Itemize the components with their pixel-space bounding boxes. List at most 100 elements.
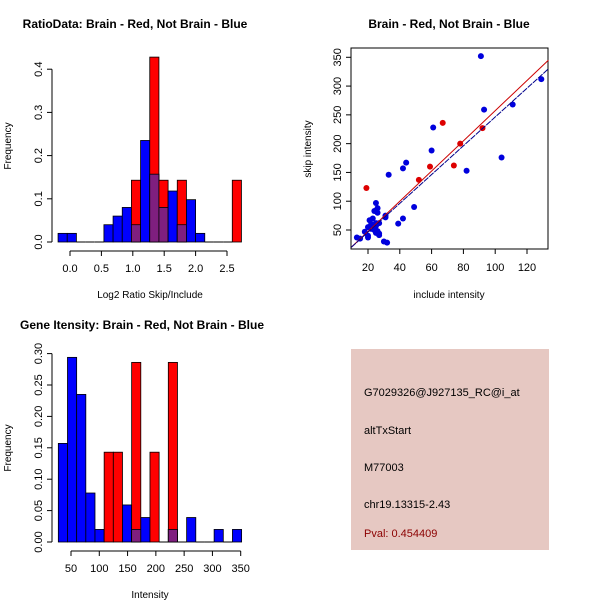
ratio-hist-x-tick-label: 2.0 <box>188 263 203 275</box>
ratio-hist-bar-blue <box>66 232 77 243</box>
scatter-point-blue <box>385 171 392 178</box>
intensity-hist-y-tick-label: 0.20 <box>33 406 45 427</box>
scatter-point-blue <box>395 220 402 227</box>
ratio-hist-bar-red <box>231 179 242 243</box>
ratio-hist-y-tick-label: 0.3 <box>33 105 45 120</box>
scatter-point-red <box>363 184 370 191</box>
ratio-hist-bar-blue <box>103 224 114 243</box>
intensity-hist-bar-blue <box>140 517 151 543</box>
info-pval: Pval: 0.454409 <box>364 528 437 540</box>
scatter-x-tick-label: 40 <box>394 262 406 274</box>
ratio-hist-x-tick-label: 2.5 <box>219 263 234 275</box>
intensity-hist-ylabel: Frequency <box>3 424 14 471</box>
intensity-hist-bar-overlap <box>131 529 142 543</box>
intensity-hist-x-tick-label: 300 <box>203 563 221 575</box>
intensity-hist-bar-blue <box>213 529 224 543</box>
ratio-hist-bar-overlap <box>176 224 187 243</box>
scatter-point-blue <box>372 199 379 206</box>
ratio-hist-bar-blue <box>112 215 123 243</box>
info-accession: M77003 <box>364 462 404 474</box>
intensity-hist-y-tick-label: 0.00 <box>33 531 45 552</box>
info-location: chr19.13315-2.43 <box>364 499 450 511</box>
info-event: altTxStart <box>364 425 411 437</box>
intensity-hist-y-tick-label: 0.15 <box>33 437 45 458</box>
scatter-point-blue <box>399 165 406 172</box>
intensity-hist-x-tick-label: 100 <box>90 563 108 575</box>
intensity-histogram: 0.00 0.05 0.10 0.15 0.20 0.25 0.30 50 100 150 200 2… <box>33 343 250 575</box>
ratio-hist-x-tick-label: 1.5 <box>157 263 172 275</box>
ratio-hist-y-tick-label: 0.0 <box>33 234 45 249</box>
intensity-hist-bar-red <box>112 451 123 543</box>
intensity-hist-x-tick-label: 250 <box>175 563 193 575</box>
scatter-plot: 20 40 60 80 100 120 50 100 150 200 250 300 350 <box>332 47 549 274</box>
intensity-hist-bar-blue <box>186 517 197 543</box>
scatter-ylabel: skip intensity <box>303 120 314 177</box>
scatter-point-blue <box>411 203 418 210</box>
scatter-y-tick-label: 200 <box>332 134 344 152</box>
ratio-hist-xlabel: Log2 Ratio Skip/Include <box>97 290 203 301</box>
intensity-hist-bar-blue <box>57 443 68 543</box>
ratio-hist-bar-blue <box>195 232 206 243</box>
scatter-x-tick-label: 20 <box>362 262 374 274</box>
scatter-xlabel: include intensity <box>413 290 484 301</box>
ratio-hist-y-tick-label: 0.4 <box>33 62 45 77</box>
fit-line-red <box>350 59 549 248</box>
intensity-hist-bar-blue <box>76 394 87 543</box>
intensity-hist-bar-red <box>131 361 142 543</box>
scatter-point-blue <box>384 239 391 246</box>
ratio-hist-x-tick-label: 0.0 <box>62 263 77 275</box>
ratio-hist-title: RatioData: Brain - Red, Not Brain - Blue <box>23 17 248 31</box>
scatter-point-red <box>450 162 457 169</box>
scatter-x-tick-label: 100 <box>486 262 504 274</box>
ratio-hist-x-tick-label: 1.0 <box>125 263 140 275</box>
ratio-hist-bar-blue <box>121 207 132 243</box>
intensity-hist-bar-blue <box>94 529 105 543</box>
scatter-y-tick-label: 250 <box>332 106 344 124</box>
scatter-x-tick-label: 80 <box>457 262 469 274</box>
scatter-point-blue <box>372 222 379 229</box>
intensity-hist-y-tick-label: 0.25 <box>33 374 45 395</box>
intensity-hist-bar-blue <box>67 356 78 543</box>
scatter-point-blue <box>509 101 516 108</box>
intensity-hist-bar-red <box>167 361 178 543</box>
scatter-point-blue <box>374 209 381 216</box>
info-panel-background <box>351 349 549 550</box>
intensity-hist-xlabel: Intensity <box>131 590 168 600</box>
scatter-title: Brain - Red, Not Brain - Blue <box>368 17 530 31</box>
scatter-point-red <box>427 163 434 170</box>
scatter-x-tick-label: 60 <box>425 262 437 274</box>
ratio-hist-ylabel: Frequency <box>3 122 14 169</box>
scatter-point-red <box>439 119 446 126</box>
ratio-hist-y-tick-label: 0.1 <box>33 191 45 206</box>
intensity-hist-bar-blue <box>232 529 243 543</box>
scatter-point-blue <box>399 215 406 222</box>
intensity-hist-x-tick-label: 150 <box>118 563 136 575</box>
ratio-hist-bar-blue <box>186 199 196 243</box>
info-panel: G7029326@J927135_RC@i_at altTxStart M770… <box>351 349 549 550</box>
intensity-hist-y-tick-label: 0.10 <box>33 468 45 489</box>
scatter-point-blue <box>428 147 435 154</box>
intensity-hist-y-tick-label: 0.05 <box>33 500 45 521</box>
scatter-point-blue <box>463 167 470 174</box>
scatter-point-red <box>415 176 422 183</box>
ratio-hist-bar-overlap <box>158 207 169 243</box>
ratio-hist-bar-blue <box>140 140 151 243</box>
scatter-point-blue <box>538 76 545 83</box>
ratio-hist-bar-overlap <box>131 224 141 243</box>
ratio-histogram: 0.0 0.1 0.2 0.3 0.4 0.0 0.5 1.0 1.5 2.0 2.5 <box>33 56 242 275</box>
scatter-point-blue <box>477 53 484 60</box>
scatter-y-tick-label: 300 <box>332 77 344 95</box>
ratio-hist-bar-blue <box>57 232 68 243</box>
intensity-hist-bar-blue <box>122 504 133 543</box>
intensity-hist-bar-red <box>149 451 160 543</box>
scatter-plot-box <box>350 47 549 250</box>
scatter-point-blue <box>430 124 437 131</box>
intensity-hist-bar-red <box>103 451 114 543</box>
intensity-hist-title: Gene Itensity: Brain - Red, Not Brain - … <box>20 318 264 332</box>
scatter-point-blue <box>403 159 410 166</box>
scatter-x-tick-label: 120 <box>518 262 536 274</box>
info-probe: G7029326@J927135_RC@i_at <box>364 387 520 399</box>
scatter-point-blue <box>498 154 505 161</box>
intensity-hist-x-tick-label: 350 <box>232 563 250 575</box>
